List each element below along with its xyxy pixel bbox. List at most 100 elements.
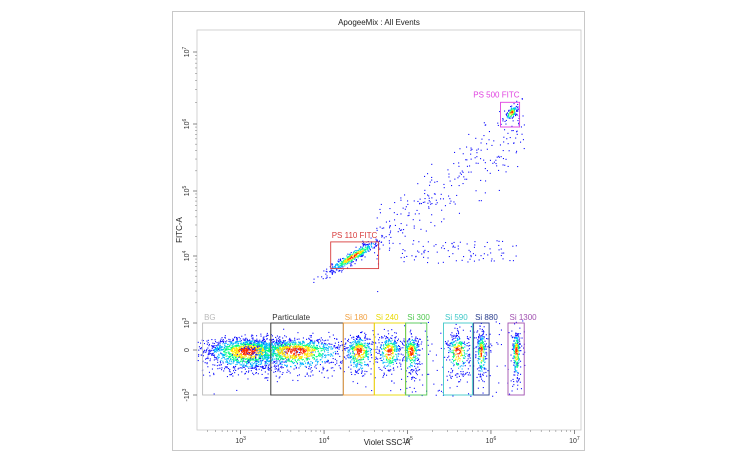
event-dot-si-240 bbox=[381, 337, 383, 339]
event-dot-si-880 bbox=[477, 349, 479, 351]
event-dot-bg bbox=[229, 341, 231, 343]
event-dot-particulate bbox=[323, 345, 325, 347]
event-dot-si-300 bbox=[409, 341, 411, 343]
event-dot-si-1300 bbox=[516, 339, 518, 341]
event-dot-particulate bbox=[295, 345, 297, 347]
event-dot-bg bbox=[226, 360, 228, 362]
event-dot-particulate bbox=[274, 347, 276, 349]
event-dot-si-180 bbox=[351, 359, 353, 361]
event-dot-debris bbox=[476, 152, 478, 154]
event-dot-particulate bbox=[245, 346, 247, 348]
event-dot-si-300 bbox=[413, 344, 415, 346]
event-dot-bg bbox=[215, 348, 217, 350]
event-dot-bg bbox=[241, 343, 243, 345]
event-dot-ps-110-fitc bbox=[352, 261, 354, 263]
event-dot-si-180 bbox=[364, 332, 366, 334]
event-dot-particulate bbox=[333, 370, 335, 372]
event-dot-si-180 bbox=[354, 361, 356, 363]
event-dot-bg bbox=[212, 352, 214, 354]
event-dot-si-300 bbox=[418, 349, 420, 351]
event-dot-si-300 bbox=[417, 345, 419, 347]
event-dot-particulate bbox=[321, 347, 323, 349]
event-dot-ps-110-fitc bbox=[367, 245, 369, 247]
event-dot-particulate bbox=[269, 348, 271, 350]
event-dot-bg bbox=[226, 376, 228, 378]
event-dot-si-300 bbox=[417, 363, 419, 365]
event-dot-particulate bbox=[311, 353, 313, 355]
event-dot-particulate bbox=[280, 356, 282, 358]
event-dot-bg bbox=[238, 350, 240, 352]
event-dot-si-240 bbox=[392, 343, 394, 345]
event-dot-particulate bbox=[287, 369, 289, 371]
event-dot-particulate bbox=[316, 340, 318, 342]
event-dot-bg bbox=[245, 348, 247, 350]
event-dot-si-590 bbox=[458, 357, 460, 359]
event-dot-particulate bbox=[277, 354, 279, 356]
event-dot-particulate bbox=[320, 337, 322, 339]
event-dot-bg bbox=[284, 361, 286, 363]
event-dot-particulate bbox=[297, 359, 299, 361]
event-dot-particulate bbox=[319, 355, 321, 357]
event-dot-si-180 bbox=[359, 337, 361, 339]
event-dot-particulate bbox=[279, 339, 281, 341]
event-dot-bg bbox=[270, 354, 272, 356]
event-dot-si-590 bbox=[453, 336, 455, 338]
event-dot-particulate bbox=[285, 345, 287, 347]
event-dot-particulate bbox=[248, 349, 250, 351]
event-dot-debris bbox=[403, 229, 405, 231]
event-dot-bg bbox=[265, 335, 267, 337]
event-dot-si-880 bbox=[479, 349, 481, 351]
event-dot-si-180 bbox=[338, 344, 340, 346]
event-dot-si-880 bbox=[482, 350, 484, 352]
event-dot-particulate bbox=[323, 346, 325, 348]
event-dot-bg bbox=[238, 356, 240, 358]
event-dot-particulate bbox=[285, 356, 287, 358]
event-dot-si-180 bbox=[336, 338, 338, 340]
event-dot-si-880 bbox=[482, 333, 484, 335]
event-dot-bg bbox=[259, 339, 261, 341]
event-dot-bg bbox=[246, 343, 248, 345]
event-dot-si-880 bbox=[479, 344, 481, 346]
event-dot-si-180 bbox=[373, 334, 375, 336]
event-dot-debris bbox=[397, 231, 399, 233]
event-dot-particulate bbox=[268, 368, 270, 370]
event-dot-particulate bbox=[298, 349, 300, 351]
event-dot-debris bbox=[500, 156, 502, 158]
event-dot-bg bbox=[261, 363, 263, 365]
event-dot-particulate bbox=[287, 356, 289, 358]
event-dot-si-240 bbox=[388, 339, 390, 341]
event-dot-particulate bbox=[258, 341, 260, 343]
event-dot-particulate bbox=[289, 372, 291, 374]
event-dot-particulate bbox=[309, 364, 311, 366]
event-dot-si-300 bbox=[413, 387, 415, 389]
event-dot-si-180 bbox=[358, 353, 360, 355]
event-dot-ps-110-fitc bbox=[346, 261, 348, 263]
event-dot-particulate bbox=[310, 351, 312, 353]
event-dot-bg bbox=[227, 344, 229, 346]
event-dot-bg bbox=[264, 377, 266, 379]
event-dot-bg bbox=[239, 338, 241, 340]
event-dot-si-880 bbox=[479, 370, 481, 372]
event-dot-bg bbox=[255, 359, 257, 361]
event-dot-ps-500-fitc bbox=[512, 109, 514, 111]
event-dot-debris bbox=[418, 213, 420, 215]
event-dot-debris bbox=[489, 172, 491, 174]
event-dot-bg bbox=[252, 349, 254, 351]
event-dot-si-590 bbox=[466, 336, 468, 338]
event-dot-si-590 bbox=[459, 358, 461, 360]
event-dot-si-300 bbox=[409, 346, 411, 348]
event-dot-si-590 bbox=[460, 371, 462, 373]
event-dot-particulate bbox=[289, 357, 291, 359]
event-dot-bg bbox=[230, 349, 232, 351]
event-dot-ps-110-fitc bbox=[362, 247, 364, 249]
event-dot-particulate bbox=[276, 348, 278, 350]
event-dot-si-240 bbox=[397, 355, 399, 357]
event-dot-si-240 bbox=[395, 345, 397, 347]
event-dot-bg bbox=[227, 348, 229, 350]
event-dot-particulate bbox=[318, 343, 320, 345]
event-dot-particulate bbox=[305, 362, 307, 364]
event-dot-particulate bbox=[276, 345, 278, 347]
event-dot-ps-110-fitc bbox=[355, 253, 357, 255]
event-dot-bg bbox=[229, 339, 231, 341]
event-dot-si-880 bbox=[481, 343, 483, 345]
